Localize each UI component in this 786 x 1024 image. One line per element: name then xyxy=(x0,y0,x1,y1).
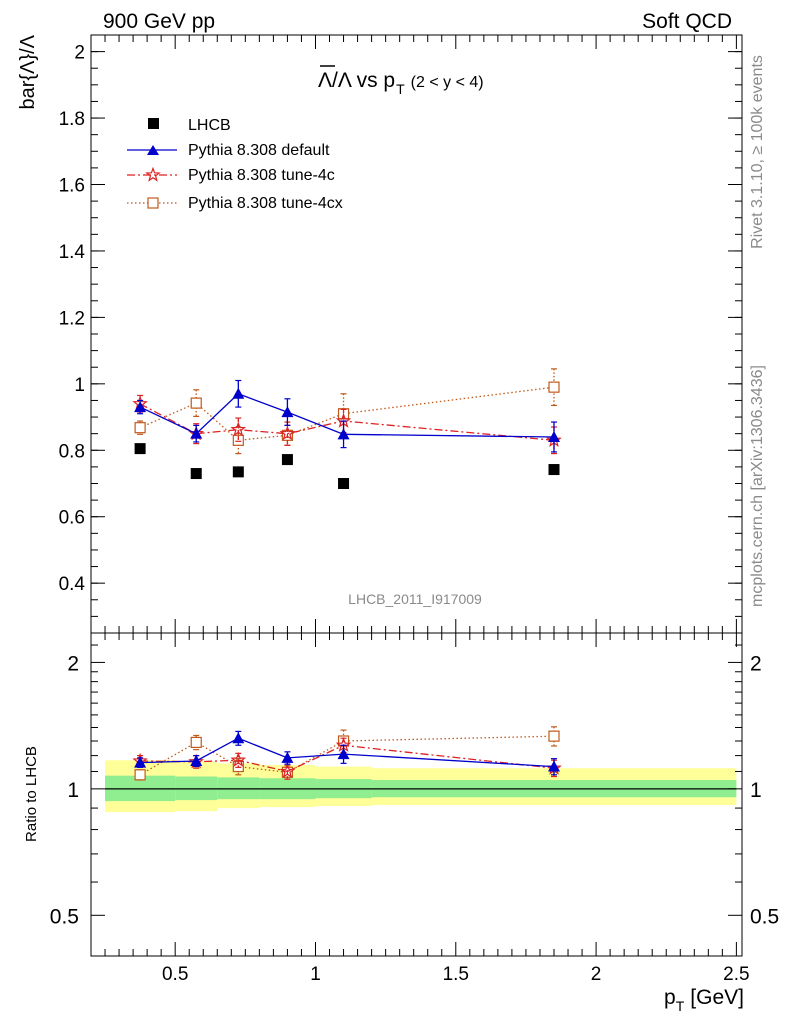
side-label-rivet: Rivet 3.1.10, ≥ 100k events xyxy=(749,55,766,249)
main-ytick-label: 0.6 xyxy=(59,508,85,529)
legend-marker-default xyxy=(147,145,159,155)
header-left: 900 GeV pp xyxy=(103,10,215,33)
ratio-point-pythia-8-308-default xyxy=(337,748,350,760)
main-point-pythia-8-308-tune-4cx xyxy=(232,434,244,446)
main-ytick-label: 2 xyxy=(74,43,85,64)
main-ticks: 0.4 0.6 0.8 1 1.2 1.4 1.6 1.8 2 xyxy=(59,35,742,633)
main-point-pythia-8-308-tune-4cx xyxy=(190,397,202,409)
ratio-ytick-label-right: 2 xyxy=(750,652,762,675)
ratio-ytick-label: 0.5 xyxy=(50,905,79,928)
ratio-point-pythia-8-308-default xyxy=(190,754,203,766)
main-point-pythia-8-308-default xyxy=(547,430,560,442)
ratio-point-pythia-8-308-tune-4cx xyxy=(134,769,146,781)
main-line-pythia-8-308-default xyxy=(139,393,555,438)
analysis-watermark: LHCB_2011_I917009 xyxy=(348,591,482,607)
main-point-pythia-8-308-tune-4c xyxy=(230,421,247,437)
x-axis-label-sub: T xyxy=(676,998,685,1014)
ratio-bands xyxy=(105,760,737,813)
header-right: Soft QCD xyxy=(642,10,732,33)
main-data xyxy=(132,368,562,489)
x-axis-label-main: p xyxy=(664,986,676,1009)
plot-title: Λ/Λ vs pT (2 < y < 4) xyxy=(318,69,484,97)
main-ytick-label: 0.8 xyxy=(59,441,85,462)
ratio-y-axis-label: Ratio to LHCB xyxy=(23,746,40,842)
main-point-pythia-8-308-default xyxy=(337,428,350,440)
main-ytick-label: 1.2 xyxy=(59,308,85,329)
ratio-line-pythia-8-308-default xyxy=(140,737,555,768)
ratio-ytick-label-right: 1 xyxy=(750,779,762,802)
ratio-line-pythia-8-308-tune-4c xyxy=(140,744,555,773)
main-ytick-label: 1.6 xyxy=(59,176,85,197)
legend-label-lhcb: LHCB xyxy=(188,117,231,134)
main-point-pythia-8-308-default xyxy=(232,387,245,399)
title-main: Λ/Λ vs p xyxy=(318,69,395,92)
main-ytick-label: 1.8 xyxy=(59,109,85,130)
legend-marker-tune4cx xyxy=(147,197,159,209)
y-axis-label: bar{Λ}/Λ xyxy=(17,34,39,109)
main-point-lhcb xyxy=(338,478,350,489)
ratio-ytick-label: 2 xyxy=(67,652,79,675)
ratio-point-pythia-8-308-default xyxy=(232,732,245,744)
ratio-point-pythia-8-308-tune-4cx xyxy=(548,730,560,742)
ratio-ytick-label-right: 0.5 xyxy=(750,905,779,928)
ratio-data xyxy=(132,726,562,781)
ratio-point-pythia-8-308-default xyxy=(547,760,560,772)
ratio-ticks: 0.5 0.5 1 1 2 2 0.5 1 1.5 2 2.5 xyxy=(50,633,779,985)
main-point-pythia-8-308-tune-4cx xyxy=(548,381,560,393)
main-point-pythia-8-308-default xyxy=(281,406,294,418)
ratio-point-pythia-8-308-tune-4c xyxy=(279,763,296,779)
x-tick-label: 2 xyxy=(591,964,602,985)
main-point-lhcb xyxy=(281,454,293,466)
main-panel: 0.4 0.6 0.8 1 1.2 1.4 1.6 1.8 2 Λ/Λ vs pT (2 < y … xyxy=(17,34,743,634)
ratio-frame xyxy=(90,632,743,957)
x-axis-label: pT [GeV] xyxy=(664,986,744,1014)
main-ytick-label: 1.4 xyxy=(59,242,86,263)
x-tick-label: 0.5 xyxy=(162,964,188,985)
ratio-point-pythia-8-308-default xyxy=(134,756,147,768)
side-label-mcplots: mcplots.cern.ch [arXiv:1306.3436] xyxy=(749,365,766,607)
main-ytick-label: 0.4 xyxy=(59,574,86,595)
main-point-lhcb xyxy=(190,468,202,480)
ratio-point-pythia-8-308-default xyxy=(281,751,294,763)
main-point-lhcb xyxy=(134,443,146,455)
ratio-point-pythia-8-308-tune-4cx xyxy=(190,736,202,749)
x-tick-label: 1.5 xyxy=(443,964,469,985)
legend-label-tune4c: Pythia 8.308 tune-4c xyxy=(188,167,335,184)
title-sub: T xyxy=(396,81,405,97)
x-axis-label-tail: [GeV] xyxy=(690,986,744,1009)
legend-label-default: Pythia 8.308 default xyxy=(188,142,330,159)
main-point-lhcb xyxy=(232,466,244,478)
main-point-lhcb xyxy=(548,464,560,476)
legend-marker-tune4c xyxy=(145,166,161,182)
legend-label-tune4cx: Pythia 8.308 tune-4cx xyxy=(188,195,343,212)
main-point-pythia-8-308-tune-4c xyxy=(279,425,296,441)
main-point-pythia-8-308-default xyxy=(134,401,147,413)
legend-marker-lhcb xyxy=(148,118,159,129)
ratio-panel: 0.5 0.5 1 1 2 2 0.5 1 1.5 2 2.5 Ratio to LHCB pT [G… xyxy=(23,632,779,1014)
title-tail: (2 < y < 4) xyxy=(411,74,484,91)
ratio-point-pythia-8-308-tune-4c xyxy=(230,751,247,767)
main-point-pythia-8-308-tune-4cx xyxy=(134,422,146,434)
main-point-pythia-8-308-default xyxy=(190,427,203,439)
main-ytick-label: 1 xyxy=(74,375,85,396)
legend: LHCB Pythia 8.308 default Pythia 8.308 t… xyxy=(127,117,343,212)
x-tick-label: 2.5 xyxy=(723,964,749,985)
x-tick-label: 1 xyxy=(310,964,321,985)
ratio-ytick-label: 1 xyxy=(67,779,79,802)
